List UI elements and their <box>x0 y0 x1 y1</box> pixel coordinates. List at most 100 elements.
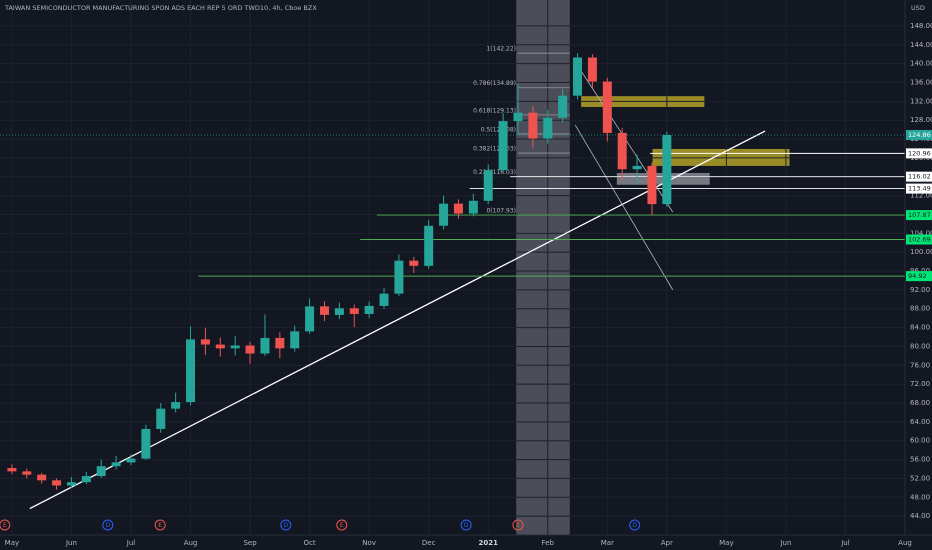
y-tick-label: 112.00 <box>910 192 932 200</box>
candle-body <box>215 344 225 349</box>
x-tick-label: Aug <box>184 539 198 547</box>
candle-body <box>602 81 612 133</box>
candle-body <box>141 428 151 459</box>
x-tick-label: Mar <box>601 539 614 547</box>
y-tick-label: 148.00 <box>910 22 932 30</box>
event-label: D <box>105 522 110 529</box>
candle-body <box>424 225 434 266</box>
last-price-tag <box>906 129 932 140</box>
price-tag <box>906 183 932 194</box>
event-marker <box>280 519 292 531</box>
y-tick-label: 52.00 <box>910 474 930 482</box>
event-marker <box>629 519 641 531</box>
price-tag-label: 107.87 <box>908 211 931 219</box>
x-tick-label: Oct <box>304 539 316 547</box>
candle-body <box>498 121 508 171</box>
y-tick-label: 128.00 <box>910 116 932 124</box>
price-tag-label: 113.49 <box>908 185 931 193</box>
candle-body <box>528 112 538 139</box>
chart-title: TAIWAN SEMICONDUCTOR MANUFACTURING SPON … <box>4 4 317 12</box>
candle-body <box>468 200 478 214</box>
candle-body <box>186 339 196 403</box>
fib-label: 0.382(121.03) <box>473 146 516 153</box>
price-tag-label: 94.92 <box>908 272 927 280</box>
channel-line <box>574 124 674 291</box>
candle-body <box>558 95 568 118</box>
candle-body <box>647 165 657 205</box>
candle-body <box>156 408 166 429</box>
candle-body <box>7 468 17 472</box>
zone <box>516 0 570 535</box>
y-tick-label: 96.00 <box>910 267 930 275</box>
x-tick-label: Jun <box>779 539 791 547</box>
y-tick-label: 72.00 <box>910 380 930 388</box>
y-tick-label: 60.00 <box>910 437 930 445</box>
last-price-label: 124.86 <box>908 131 931 139</box>
x-tick-label: Apr <box>661 539 673 547</box>
event-marker <box>512 519 524 531</box>
event-label: E <box>3 522 7 529</box>
y-tick-label: 44.00 <box>910 512 930 520</box>
y-tick-label: 76.00 <box>910 361 930 369</box>
candle-body <box>230 345 240 349</box>
fib-label: 0.236(116.03) <box>473 169 516 176</box>
price-tag <box>906 271 932 282</box>
y-tick-label: 132.00 <box>910 97 932 105</box>
x-tick-label: Jul <box>840 539 850 547</box>
candle-body <box>379 293 389 306</box>
x-tick-label: 2021 <box>478 539 498 547</box>
candle-body <box>573 57 583 96</box>
fib-label: 0.618(129.13) <box>473 107 516 114</box>
candle-body <box>275 337 285 349</box>
y-tick-label: 88.00 <box>910 305 930 313</box>
candle-body <box>394 260 404 294</box>
y-tick-label: 48.00 <box>910 493 930 501</box>
candle-body <box>632 165 642 170</box>
candle-body <box>81 476 91 483</box>
candle-body <box>245 345 255 354</box>
x-tick-label: Nov <box>362 539 376 547</box>
candle-body <box>260 337 270 354</box>
trendline <box>29 130 766 510</box>
currency: USD <box>911 4 925 12</box>
candle-body <box>364 305 374 314</box>
x-tick-label: May <box>719 539 733 547</box>
y-tick-label: 104.00 <box>910 229 932 237</box>
event-marker <box>336 519 348 531</box>
event-label: D <box>283 522 288 529</box>
fib-label: 0.5(125.08) <box>481 126 516 133</box>
price-tag <box>906 234 932 245</box>
y-tick-label: 140.00 <box>910 60 932 68</box>
candle-body <box>290 331 300 349</box>
candle-body <box>305 306 315 332</box>
candle-body <box>483 170 493 201</box>
y-tick-label: 56.00 <box>910 456 930 464</box>
candle-body <box>96 466 106 477</box>
y-tick-label: 144.00 <box>910 41 932 49</box>
candle-body <box>334 308 344 315</box>
fib-label: 1(142.22) <box>486 46 516 53</box>
y-tick-label: 68.00 <box>910 399 930 407</box>
y-tick-label: 136.00 <box>910 78 932 86</box>
event-label: E <box>158 522 162 529</box>
candle-body <box>171 402 181 409</box>
x-tick-label: Dec <box>422 539 436 547</box>
price-tag <box>906 148 932 159</box>
price-tag-label: 120.96 <box>908 149 931 157</box>
y-tick-label: 84.00 <box>910 324 930 332</box>
candle-body <box>319 306 329 315</box>
candle-body <box>111 462 121 467</box>
candle-body <box>349 308 359 314</box>
event-label: D <box>632 522 637 529</box>
candle-body <box>66 482 76 486</box>
y-tick-label: 92.00 <box>910 286 930 294</box>
candle-body <box>52 480 62 486</box>
price-tag <box>906 171 932 182</box>
event-marker <box>102 519 114 531</box>
event-marker <box>0 519 11 531</box>
price-tag-label: 102.69 <box>908 236 931 244</box>
event-marker <box>460 519 472 531</box>
x-tick-label: May <box>5 539 19 547</box>
